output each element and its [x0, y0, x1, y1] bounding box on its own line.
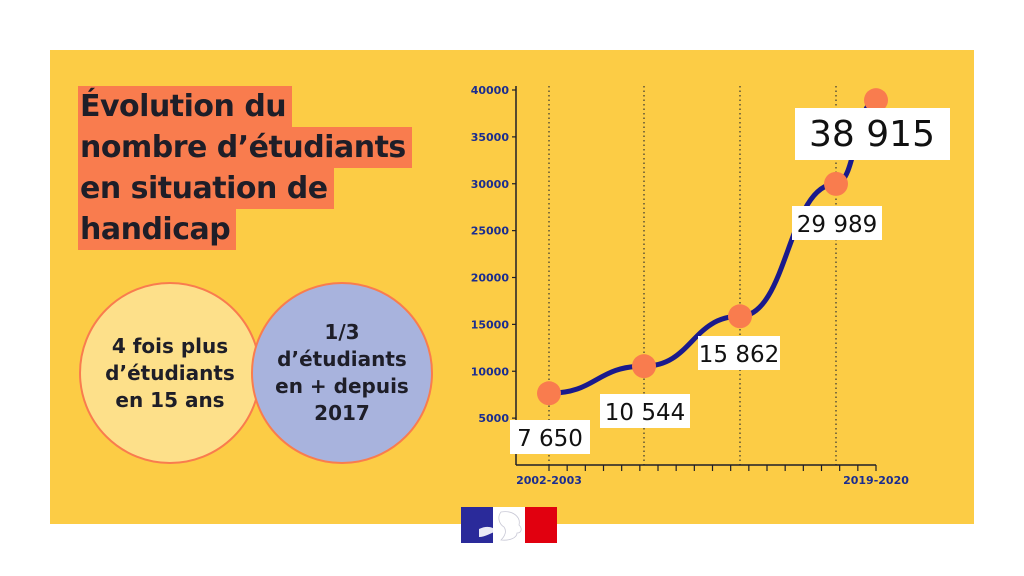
y-tick-label: 10000 — [471, 365, 510, 378]
data-point — [864, 88, 888, 113]
y-tick-label: 5000 — [478, 412, 509, 425]
data-label-box — [795, 108, 950, 160]
x-tick-label: 2019-2020 — [843, 474, 909, 487]
data-label-box — [510, 420, 590, 454]
data-labels: 7 650 10 544 15 862 29 989 38 915 — [510, 108, 950, 454]
title-line: handicap — [78, 209, 237, 250]
data-point — [537, 381, 561, 406]
infographic-title: Évolution du nombre d’étudiants en situa… — [78, 86, 438, 250]
data-label-box — [792, 206, 882, 240]
x-tick-label: 2002-2003 — [516, 474, 582, 487]
data-label: 10 544 — [605, 400, 685, 426]
chart-grid — [548, 86, 837, 465]
data-point — [632, 354, 656, 379]
y-tick-label: 40000 — [471, 84, 510, 97]
y-tick-label: 30000 — [471, 178, 510, 191]
marianne-flag-icon — [461, 507, 557, 543]
y-tick-label: 35000 — [471, 131, 510, 144]
data-label-box — [600, 394, 690, 428]
title-line: nombre d’étudiants — [78, 127, 412, 168]
y-tick-label: 20000 — [471, 272, 510, 285]
title-line: Évolution du — [78, 86, 293, 127]
data-label-box — [698, 336, 780, 370]
y-tick-label: 15000 — [471, 318, 510, 331]
data-point — [824, 171, 848, 196]
stat-circle-one-third: 1/3 d’étudiants en + depuis 2017 — [251, 282, 433, 464]
data-label: 38 915 — [809, 114, 935, 155]
y-tick-label: 25000 — [471, 225, 510, 238]
data-point — [728, 304, 752, 329]
data-label: 29 989 — [797, 212, 877, 238]
chart-axes: 5000 10000 15000 20000 25000 30000 35000 40000 2… — [471, 84, 910, 487]
title-line: en situation de — [78, 168, 334, 209]
data-label: 15 862 — [699, 342, 779, 368]
data-points — [537, 88, 888, 406]
data-label: 7 650 — [517, 426, 583, 452]
